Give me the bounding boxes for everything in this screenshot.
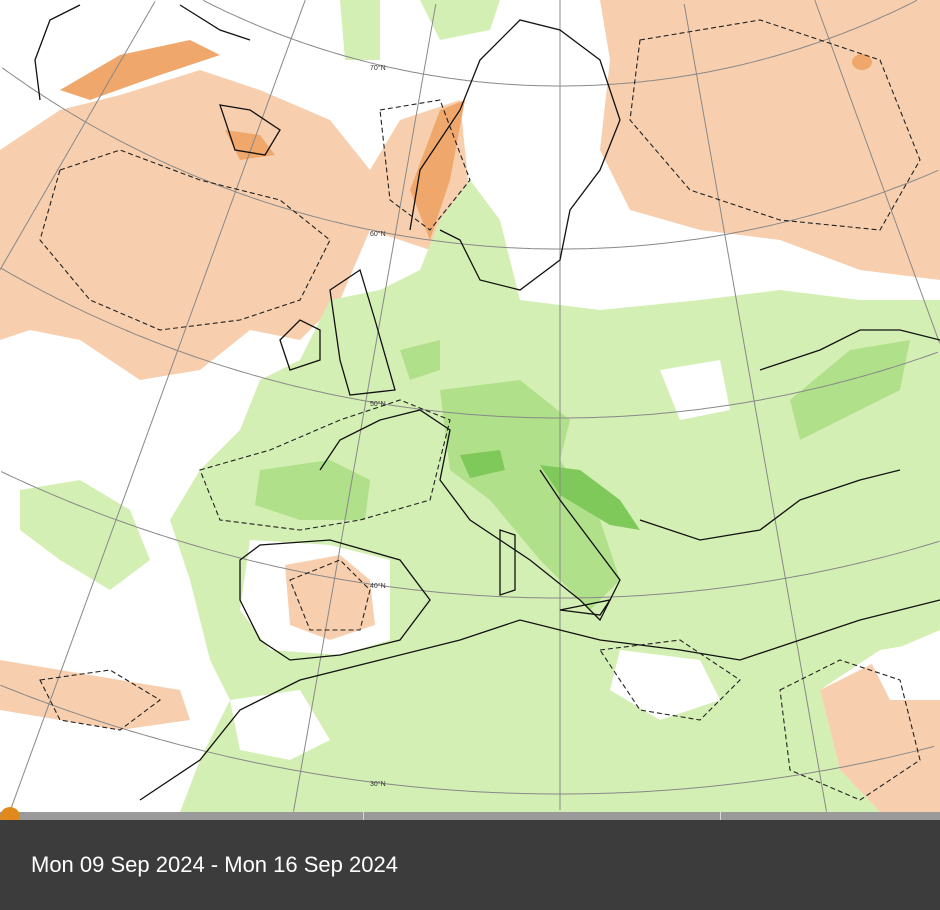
weather-anomaly-map: 70°N 60°N 50°N 40°N 30°N [0,0,940,812]
strong-warm-areas [60,40,872,240]
period-label: Mon 09 Sep 2024 - Mon 16 Sep 2024 [31,852,398,877]
coastlines [34,4,940,801]
latitude-labels: 70°N 60°N 50°N 40°N 30°N [370,64,386,788]
timeline-tick [363,812,364,820]
latitude-label: 30°N [370,780,386,788]
timeline-tick [720,812,721,820]
latitude-line [0,471,940,599]
moderate-wet-areas [255,340,910,610]
anomaly-contours [39,19,921,801]
timeline-slider-track[interactable] [0,812,940,820]
warm-anomaly-areas [0,0,940,812]
meridian-line [0,1,156,271]
timeline-info-bar: Mon 09 Sep 2024 - Mon 16 Sep 2024 [0,820,940,910]
meridian-line [10,0,306,809]
meridian-line [683,4,827,812]
meridian-line [814,0,940,344]
latitude-line [0,267,938,419]
latitude-label: 70°N [370,64,386,72]
latitude-label: 40°N [370,582,386,590]
latitude-label: 60°N [370,230,386,238]
latitude-line [1,67,939,250]
meridian-line [293,4,437,812]
graticule [0,0,940,812]
strong-wet-areas [460,450,640,530]
latitude-line [0,684,935,795]
latitude-label: 50°N [370,400,386,408]
